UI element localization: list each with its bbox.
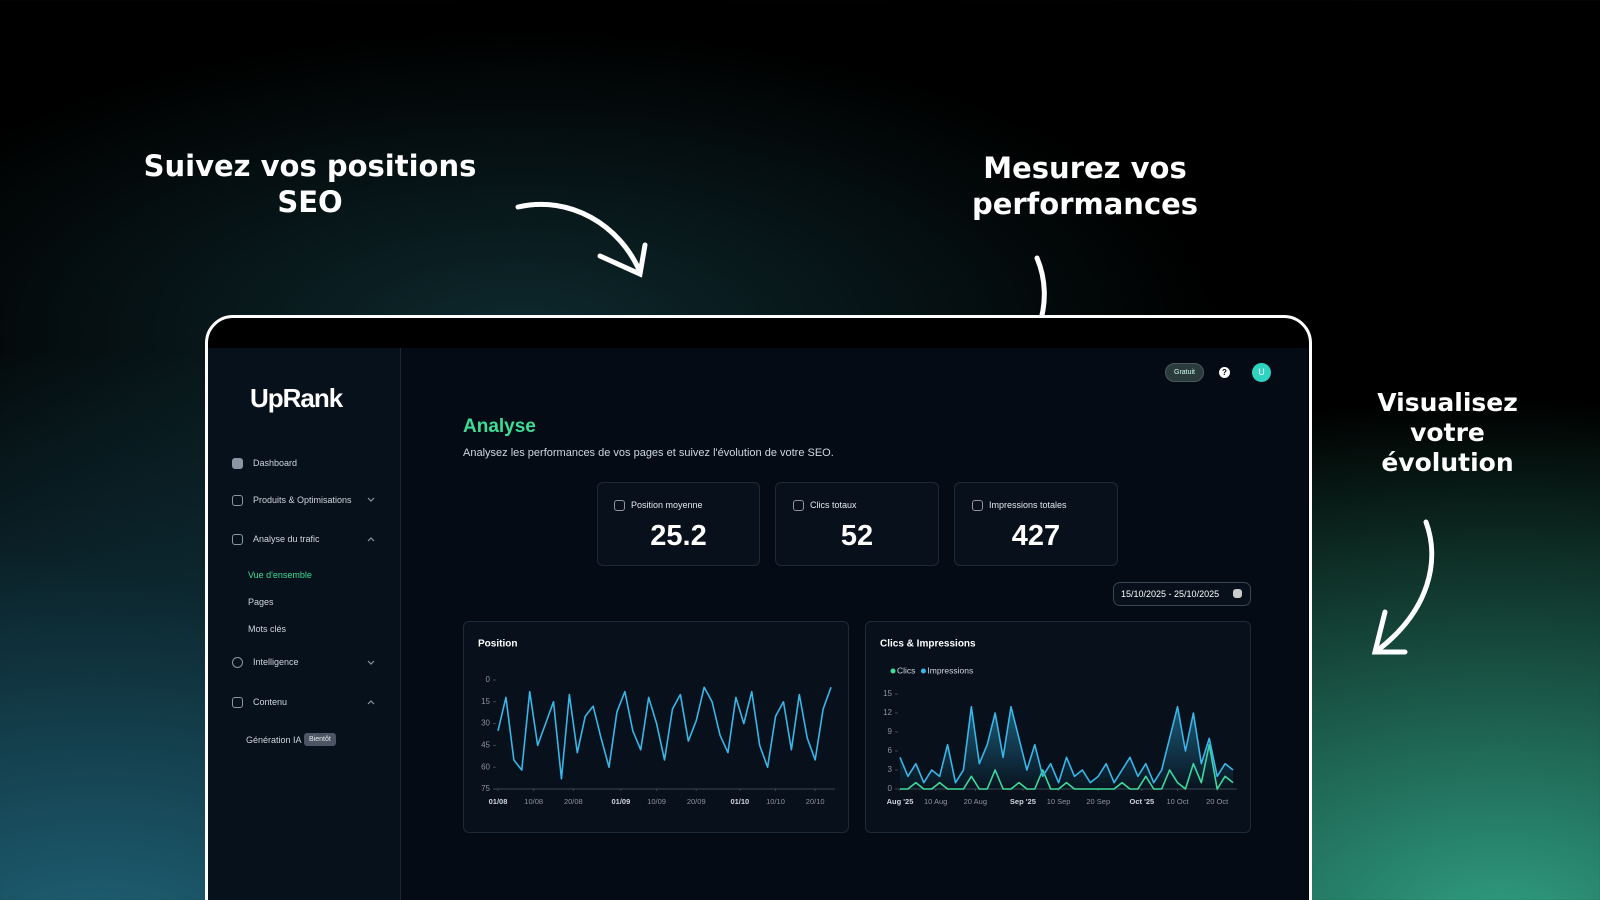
icon — [232, 657, 243, 668]
stat-label: Clics totaux — [810, 500, 857, 510]
y-tick-label: 60 — [481, 762, 490, 771]
x-tick-label: 10 Sep — [1047, 797, 1071, 806]
nav-item[interactable]: Analyse du trafic — [253, 534, 320, 544]
arrow — [515, 201, 643, 275]
plan-badge[interactable]: Gratuit — [1165, 363, 1205, 382]
sidebar — [208, 348, 401, 900]
chart-card — [865, 621, 1251, 833]
x-tick-label: 10 Aug — [924, 797, 947, 806]
help-button[interactable]: ? — [1219, 367, 1230, 378]
x-tick-label: 10 Oct — [1166, 797, 1189, 806]
badge: Bientôt — [304, 733, 336, 746]
annotation: Visualisez votre évolution — [1377, 388, 1518, 477]
page-title: Analyse — [463, 416, 536, 437]
stat-label: Position moyenne — [631, 500, 703, 510]
y-tick-label: 0 — [888, 784, 893, 793]
x-tick-label: 01/08 — [489, 797, 508, 806]
x-tick-label: 20 Oct — [1206, 797, 1229, 806]
x-tick-label: 01/09 — [612, 797, 631, 806]
chart: Clics & Impressions Clics Impressions 0 3 6 9 1… — [880, 639, 1237, 806]
nav-item[interactable]: Contenu — [253, 697, 288, 707]
date-range[interactable]: 15/10/2025 - 25/10/2025 — [1121, 589, 1220, 599]
icon — [232, 458, 243, 469]
y-tick-label: 15 — [883, 689, 892, 698]
x-tick-label: 20 Sep — [1086, 797, 1110, 806]
y-tick-label: 75 — [481, 784, 490, 793]
icon — [1233, 589, 1242, 598]
arrow — [1375, 519, 1435, 653]
logo[interactable]: UpRank — [250, 383, 343, 413]
legend-label: Impressions — [927, 665, 973, 675]
nav-item[interactable]: Produits & Optimisations — [253, 495, 352, 505]
annotation: Suivez vos positions SEO — [143, 149, 477, 219]
x-tick-label: Sep '25 — [1010, 797, 1036, 806]
y-tick-label: 15 — [481, 697, 490, 706]
nav-subitem[interactable]: Vue d'ensemble — [248, 570, 312, 580]
stat-label: Impressions totales — [989, 500, 1067, 510]
arrow-head — [597, 242, 648, 278]
legend-dot — [890, 668, 896, 674]
stat-card — [597, 482, 760, 566]
icon — [232, 697, 243, 708]
x-tick-label: 20/10 — [806, 797, 825, 806]
legend-dot — [920, 668, 926, 674]
arrow-head — [1371, 609, 1408, 655]
line — [899, 705, 1234, 784]
y-tick-label: 3 — [888, 765, 893, 774]
stat-value: 52 — [840, 520, 874, 552]
x-tick-label: Aug '25 — [887, 797, 914, 806]
y-tick-label: 12 — [883, 708, 892, 717]
nav-subitem[interactable]: Génération IA — [246, 735, 302, 745]
nav-subitem[interactable]: Mots clés — [248, 624, 287, 634]
y-tick-label: 45 — [481, 741, 490, 750]
page-subtitle: Analysez les performances de vos pages e… — [463, 447, 834, 459]
chart-title: Clics & Impressions — [880, 639, 976, 650]
x-tick-label: 20 Aug — [964, 797, 987, 806]
x-tick-label: 10/09 — [647, 797, 666, 806]
x-tick-label: 10/10 — [766, 797, 785, 806]
x-tick-label: 20/08 — [564, 797, 583, 806]
stat-card — [775, 482, 939, 566]
nav-item[interactable]: Dashboard — [253, 458, 298, 468]
date-picker[interactable] — [1113, 582, 1251, 606]
nav-subitem[interactable]: Pages — [248, 597, 274, 607]
chevrons — [367, 497, 375, 705]
icon — [232, 495, 243, 506]
icon — [972, 500, 983, 511]
x-tick-label: 10/08 — [524, 797, 543, 806]
line — [497, 686, 832, 780]
annotation: Mesurez vos performances — [971, 151, 1199, 221]
y-tick-label: 9 — [888, 727, 893, 736]
chart-title: Position — [478, 639, 517, 650]
nav-item[interactable]: Intelligence — [253, 657, 299, 667]
y-tick-label: 6 — [888, 746, 893, 755]
legend-label: Clics — [897, 665, 915, 675]
y-tick-label: 30 — [481, 719, 490, 728]
icon — [614, 500, 625, 511]
area — [900, 706, 1234, 789]
icon — [793, 500, 804, 511]
stat-value: 25.2 — [650, 520, 707, 552]
icon — [232, 534, 243, 545]
stat-value: 427 — [1011, 520, 1061, 552]
x-tick-label: 20/09 — [687, 797, 706, 806]
chart: Position 0 15 30 45 60 75 01/08 10/08 20/08 01/09 1… — [478, 639, 835, 806]
x-tick-label: Oct '25 — [1129, 797, 1154, 806]
avatar[interactable]: U — [1252, 363, 1271, 382]
y-tick-label: 0 — [486, 675, 491, 684]
x-tick-label: 01/10 — [730, 797, 749, 806]
stat-card — [954, 482, 1118, 566]
chart-card — [463, 621, 849, 833]
